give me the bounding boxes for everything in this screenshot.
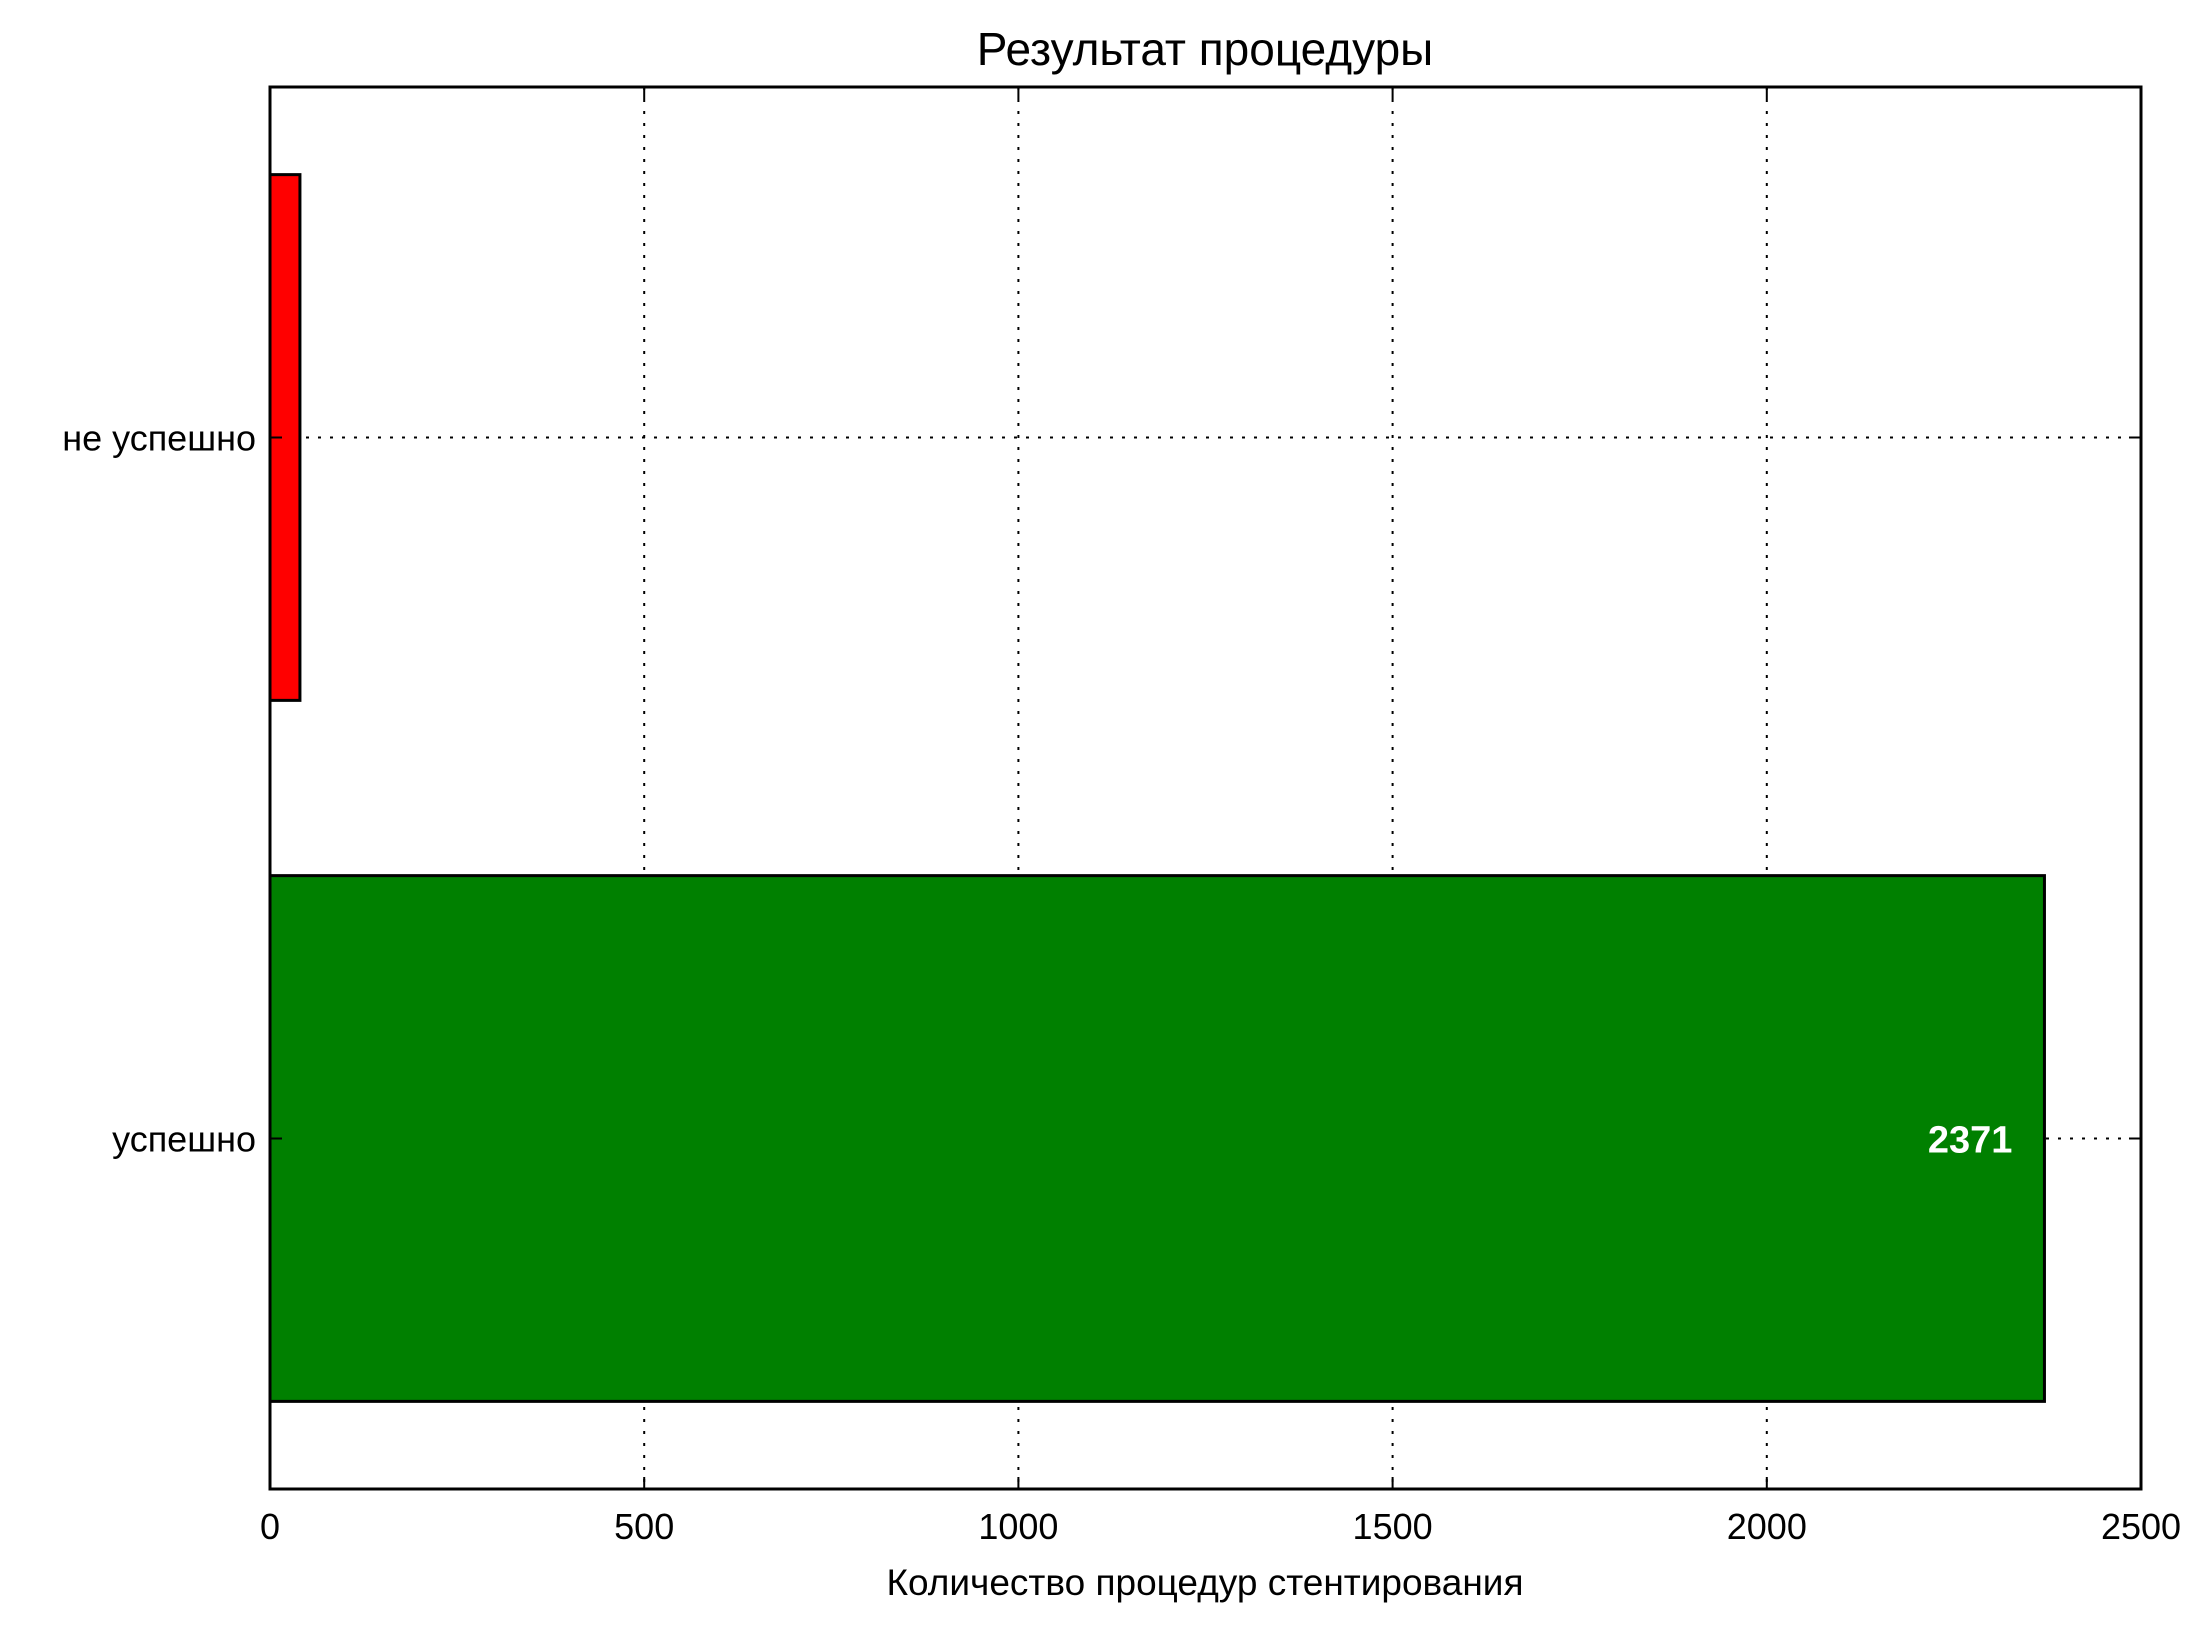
- x-tick-labels: 0 500 1000 1500 2000 2500: [260, 1506, 2181, 1547]
- chart-title: Результат процедуры: [977, 23, 1433, 75]
- bar-success: [268, 874, 2046, 1403]
- data-labels: 2371 40: [226, 419, 2013, 1162]
- x-tick-label: 2500: [2101, 1506, 2181, 1547]
- x-axis-label: Количество процедур стентирования: [886, 1562, 1523, 1603]
- x-tick-label: 2000: [1727, 1506, 1807, 1547]
- x-tick-label: 500: [614, 1506, 674, 1547]
- y-tick-label: успешно: [112, 1119, 256, 1160]
- x-tick-label: 1500: [1353, 1506, 1433, 1547]
- bars: [268, 173, 2046, 1403]
- bar-value-label: 40: [226, 419, 268, 461]
- bar-value-label: 2371: [1928, 1120, 2013, 1162]
- x-tick-label: 0: [260, 1506, 280, 1547]
- y-tick-label: не успешно: [62, 418, 256, 459]
- plot-frame: [268, 85, 2143, 1491]
- y-tick-labels: успешно не успешно: [62, 418, 256, 1160]
- x-tick-label: 1000: [978, 1506, 1058, 1547]
